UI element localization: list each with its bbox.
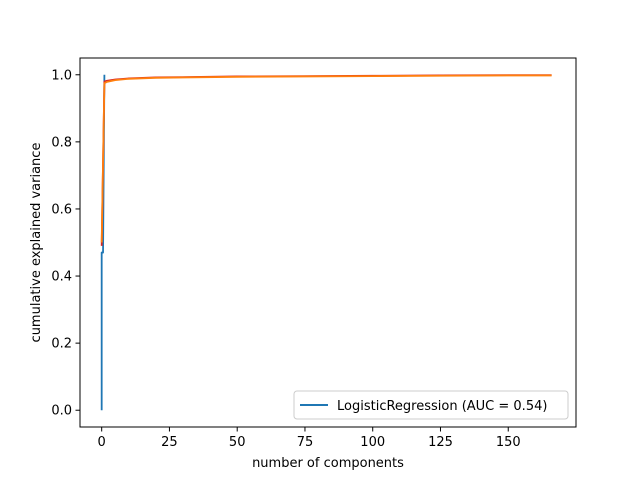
x-tick-label: 25	[161, 435, 178, 450]
x-tick-label: 125	[428, 435, 453, 450]
y-tick-label: 0.4	[51, 270, 72, 285]
y-tick-label: 0.0	[51, 404, 72, 419]
y-tick-label: 0.2	[51, 337, 72, 352]
plot-area	[80, 58, 576, 427]
series-layer	[100, 74, 552, 411]
plot-background	[80, 58, 576, 427]
x-tick-label: 100	[360, 435, 385, 450]
y-tick-label: 0.8	[51, 135, 72, 150]
x-tick-label: 150	[496, 435, 521, 450]
legend: LogisticRegression (AUC = 0.54)	[293, 390, 569, 420]
x-tick-label: 0	[98, 435, 106, 450]
y-tick-label: 0.6	[51, 202, 72, 217]
legend-box	[293, 390, 569, 420]
axes-layer: 0 25 50 75 100 125 150 0.0 0.2 0.4 0.6 0.8 1.0	[51, 57, 577, 450]
x-tick-label: 50	[229, 435, 246, 450]
x-axis-label: number of components	[252, 456, 404, 471]
legend-entry-label: LogisticRegression (AUC = 0.54)	[337, 399, 547, 414]
y-axis-label: cumulative explained variance	[29, 143, 44, 343]
series-line-2	[100, 74, 552, 243]
y-tick-label: 1.0	[51, 68, 72, 83]
x-tick-label: 75	[297, 435, 314, 450]
axes-frame	[79, 57, 577, 428]
